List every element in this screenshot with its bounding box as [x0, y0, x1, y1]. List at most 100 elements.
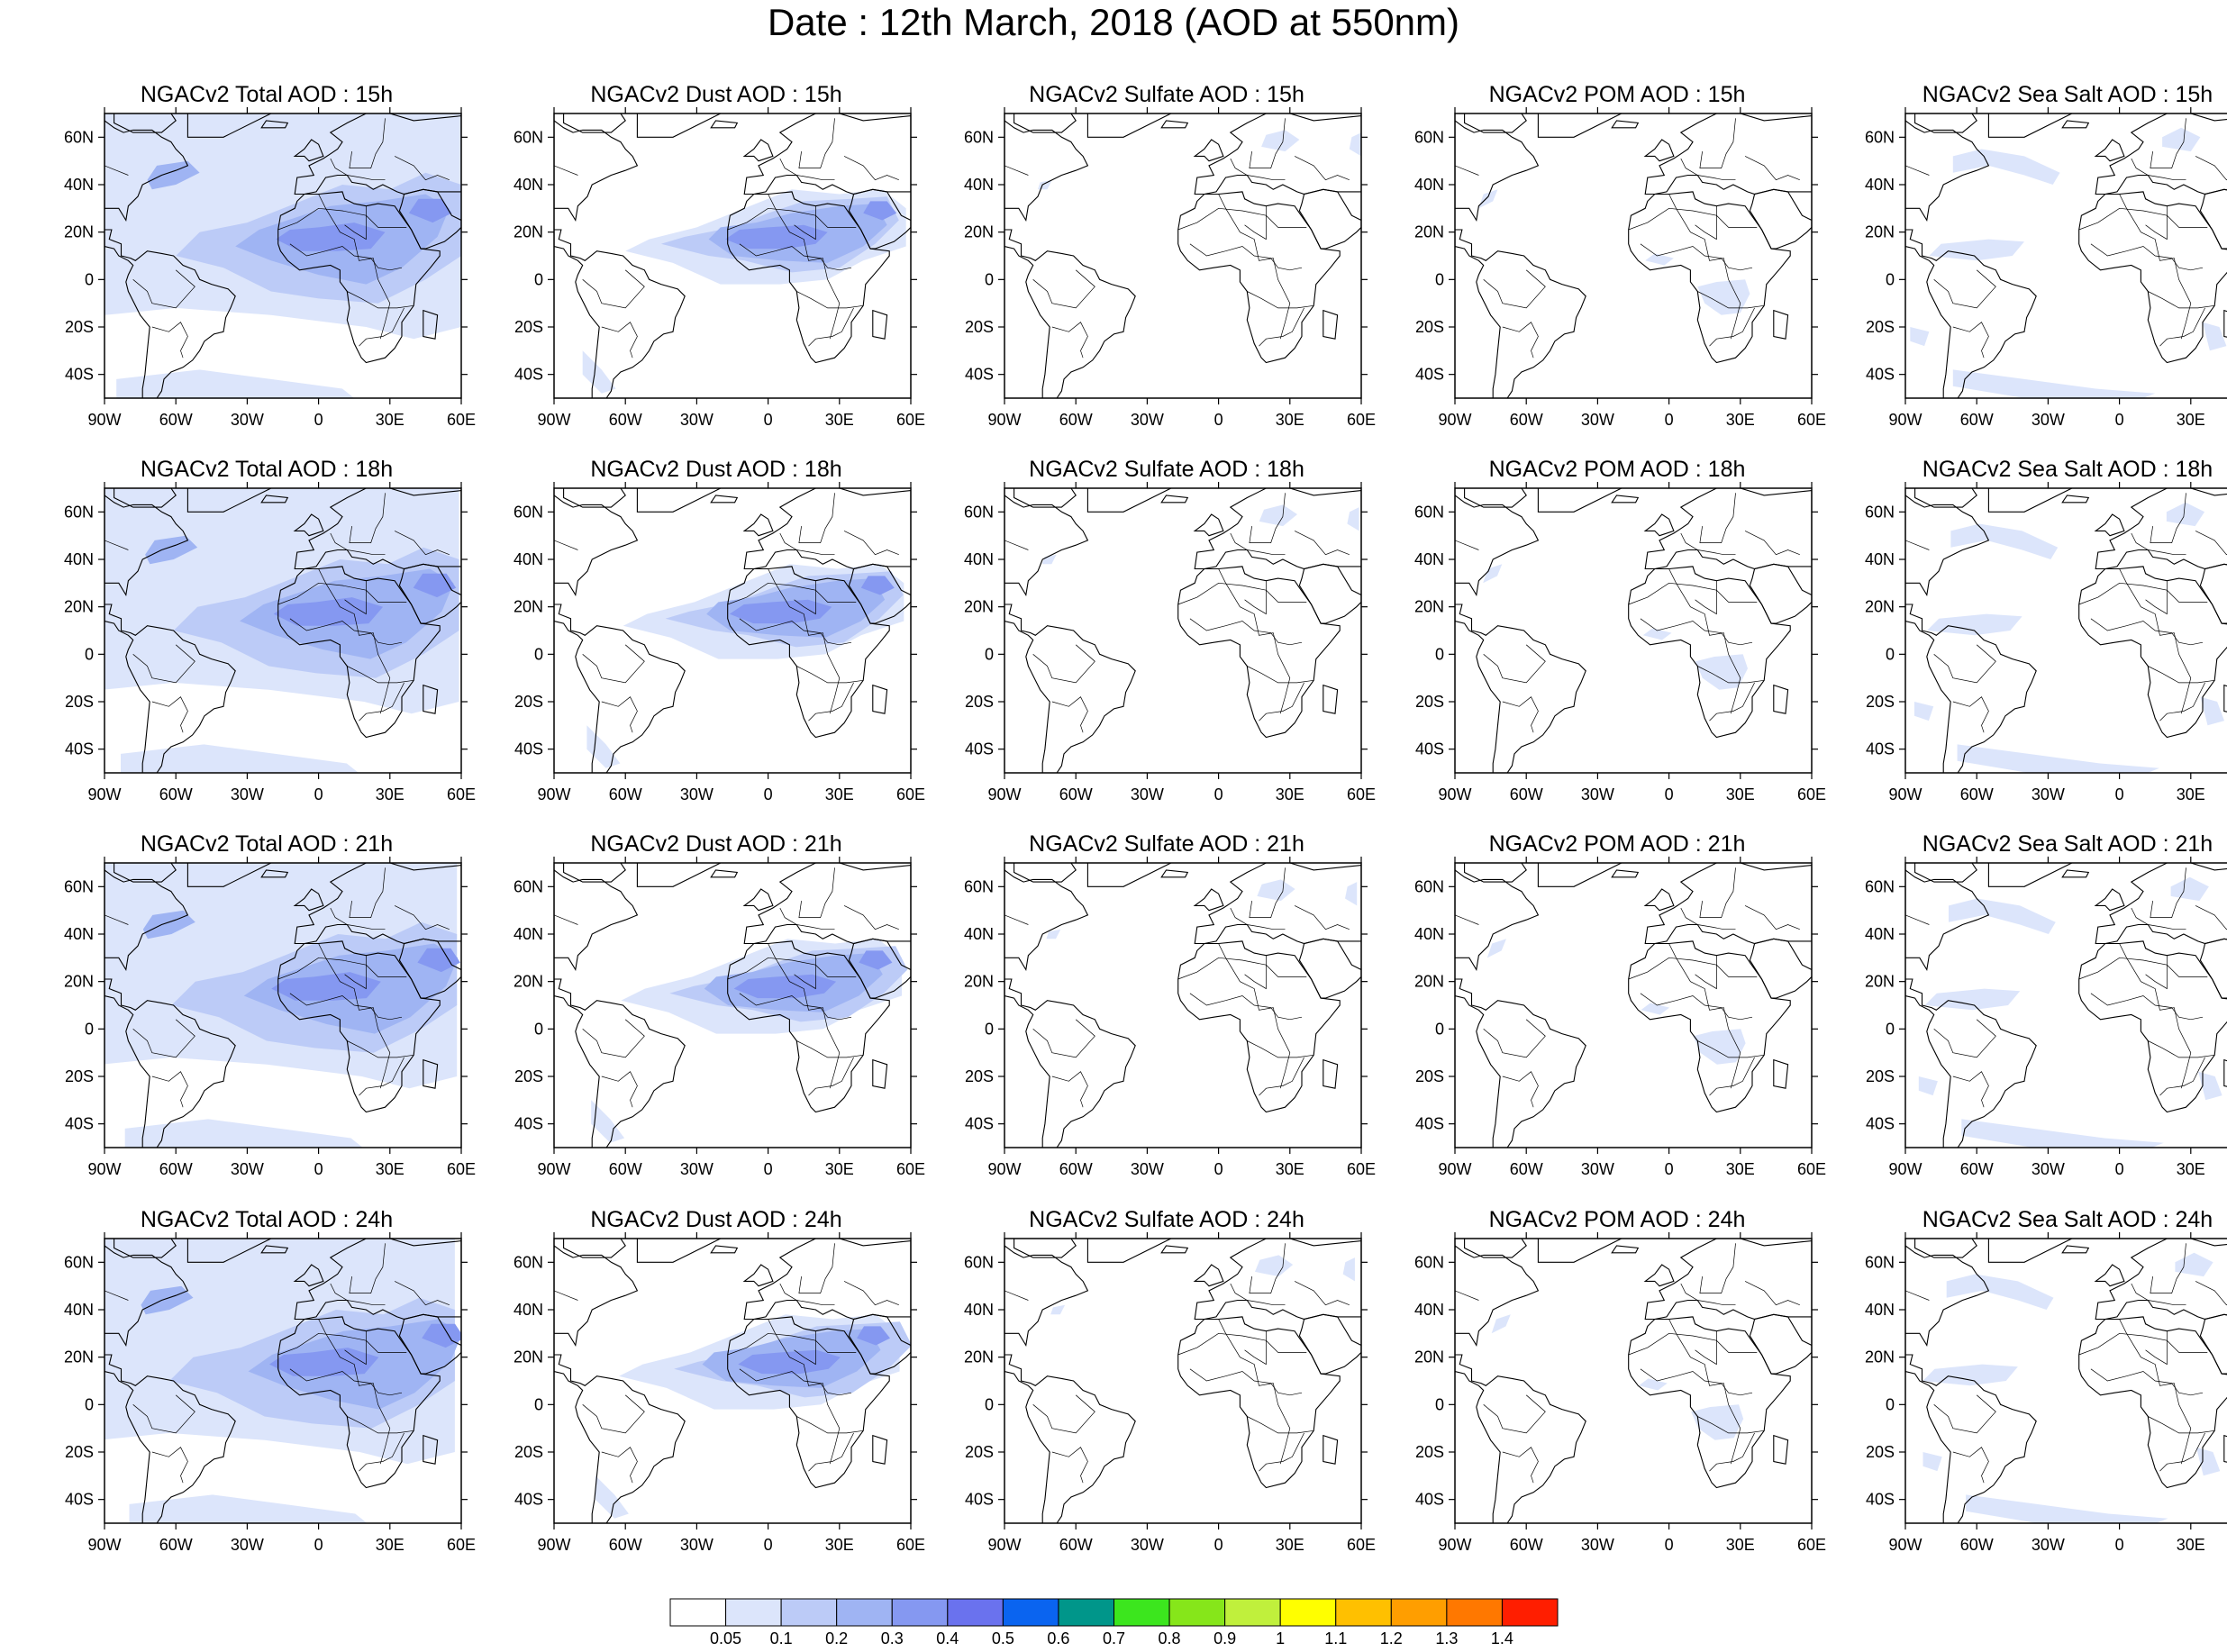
aod-plume	[271, 972, 381, 1001]
lat-tick-label: 20N	[64, 223, 94, 241]
lon-tick-label: 60W	[1960, 411, 1994, 429]
country-border	[277, 1332, 407, 1356]
panel-title: NGACv2 Total AOD : 24h	[140, 1207, 394, 1232]
coastline	[293, 888, 324, 912]
coastline	[186, 863, 272, 887]
coastline	[2199, 563, 2227, 624]
country-border	[798, 867, 835, 918]
lat-tick-label: 0	[1886, 645, 1895, 663]
lon-tick-label: 0	[2115, 1536, 2124, 1554]
country-border	[794, 955, 816, 990]
lon-tick-label: 30E	[1276, 785, 1304, 803]
country-border	[344, 205, 367, 241]
coastline	[727, 191, 890, 364]
coastline	[743, 488, 911, 570]
lat-tick-label: 60N	[64, 128, 94, 146]
coastline	[186, 488, 272, 513]
country-border	[843, 156, 899, 181]
aod-plume	[1257, 879, 1295, 902]
country-border	[277, 582, 407, 605]
country-border	[1668, 943, 1741, 1089]
lat-tick-label: 40S	[514, 740, 543, 758]
lon-tick-label: 90W	[987, 1536, 1021, 1554]
colorbar-label: 0.1	[770, 1629, 793, 1647]
colorbar-label: 1	[1276, 1629, 1285, 1647]
coastline	[105, 229, 236, 398]
country-border	[1697, 666, 1765, 684]
coastline	[1323, 309, 1339, 340]
coastline	[1749, 938, 1812, 999]
lat-tick-label: 0	[85, 1395, 94, 1413]
aod-plume	[1914, 702, 1934, 722]
lon-tick-label: 30W	[1131, 785, 1164, 803]
map-content	[554, 863, 911, 1148]
lat-tick-label: 0	[1435, 1020, 1444, 1038]
lon-tick-label: 60W	[609, 411, 642, 429]
country-border	[1640, 618, 1753, 646]
lat-tick-label: 60N	[1414, 1253, 1444, 1271]
lon-tick-label: 0	[1214, 1160, 1223, 1178]
aod-plume	[1952, 369, 2156, 398]
aod-plume	[733, 974, 837, 999]
country-border	[843, 1281, 899, 1306]
coastline	[1455, 1354, 1586, 1523]
coastline	[1455, 120, 1540, 222]
lon-tick-label: 60E	[447, 785, 476, 803]
map-frame	[104, 113, 462, 399]
lat-tick-label: 40N	[64, 176, 94, 194]
lon-tick-label: 60W	[1059, 1536, 1093, 1554]
country-border	[344, 955, 367, 990]
aod-plume	[1693, 1029, 1746, 1065]
country-border	[2159, 1432, 2205, 1472]
country-border	[2131, 532, 2186, 556]
colorbar-swatch	[1501, 1598, 1559, 1627]
country-border	[2078, 582, 2208, 605]
coastline	[2223, 309, 2227, 338]
country-border	[1249, 1243, 1286, 1293]
lon-tick-label: 90W	[537, 1160, 570, 1178]
country-border	[1483, 1394, 1546, 1434]
map-frame	[104, 487, 462, 774]
country-border	[1668, 568, 1741, 714]
lon-tick-label: 60W	[1510, 1536, 1543, 1554]
colorbar-label: 0.8	[1159, 1629, 1181, 1647]
lon-tick-label: 30W	[1581, 1536, 1614, 1554]
aod-plume	[1966, 1494, 2168, 1523]
country-border	[2150, 1243, 2186, 1293]
lon-tick-label: 60E	[1797, 411, 1826, 429]
lon-tick-label: 60E	[896, 1536, 925, 1554]
coastline	[1905, 604, 2037, 773]
country-border	[1455, 914, 1479, 925]
aod-plume	[1957, 744, 2159, 773]
coastline	[1644, 113, 1812, 195]
coastline	[398, 188, 461, 250]
coastline	[398, 938, 461, 999]
coastline	[636, 863, 722, 887]
coastline	[2094, 1264, 2125, 1287]
lon-tick-label: 90W	[537, 1536, 570, 1554]
country-border	[1680, 532, 1736, 556]
coastline	[872, 309, 888, 340]
lat-tick-label: 20N	[514, 1348, 543, 1366]
lat-tick-label: 0	[1435, 270, 1444, 288]
colorbar-svg: 0.05 0.1 0.2 0.3 0.4 0.5 0.6 0.7 0.8 0.9 1 1.1 1.2 1.…	[669, 1598, 1559, 1647]
aod-plume	[738, 1349, 841, 1375]
coastline	[1455, 604, 1586, 773]
coastline	[1464, 113, 1527, 133]
lat-tick-label: 20S	[1415, 693, 1444, 711]
lon-tick-label: 90W	[537, 411, 570, 429]
country-border	[1695, 580, 1717, 615]
coastline	[2199, 938, 2227, 999]
lat-tick-label: 40S	[1866, 1491, 1895, 1509]
figure-title: Date : 12th March, 2018 (AOD at 550nm)	[767, 1, 1460, 43]
lat-tick-label: 20S	[1415, 318, 1444, 336]
coastline	[1043, 1522, 1058, 1523]
lat-tick-label: 20S	[965, 1067, 994, 1085]
coastline	[1160, 869, 1189, 878]
country-border	[2090, 243, 2204, 271]
lat-tick-label: 40N	[64, 925, 94, 943]
